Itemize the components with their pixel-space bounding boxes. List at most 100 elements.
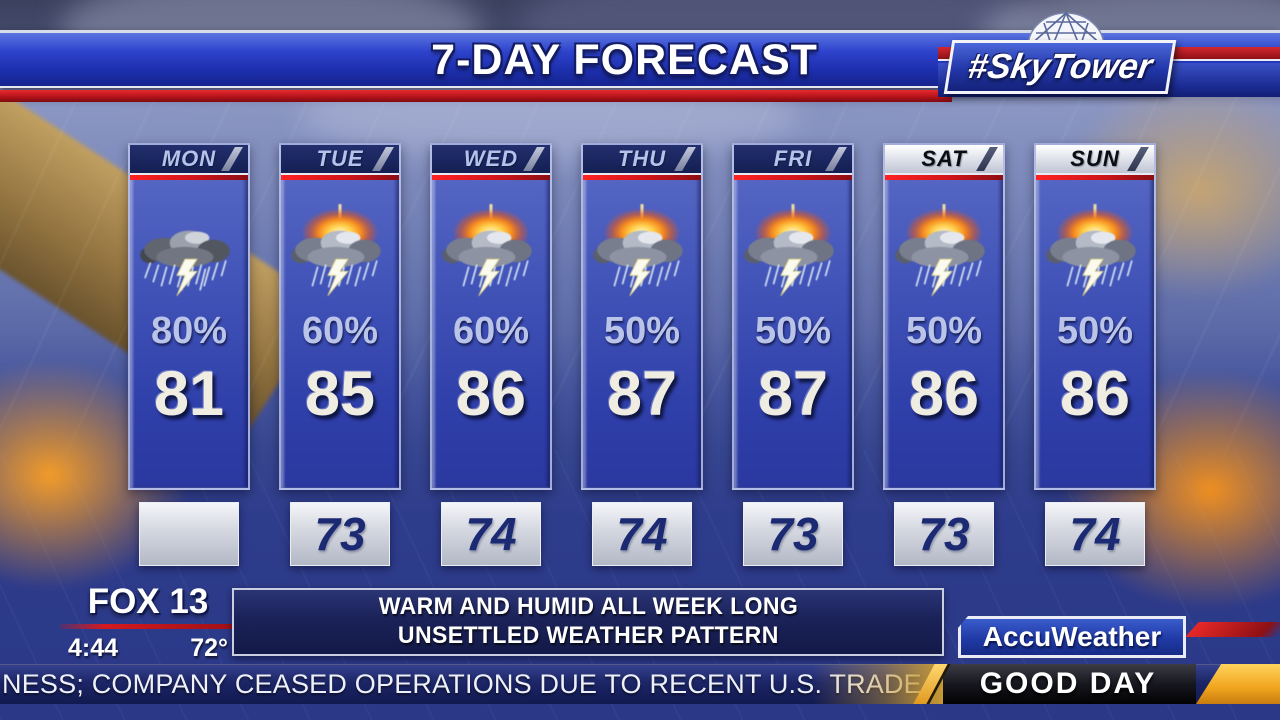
- low-temp: 74: [616, 508, 668, 560]
- forecast-day-wed: WED: [430, 143, 552, 566]
- day-label: WED: [463, 146, 519, 171]
- forecast-day-fri: FRI: [732, 143, 854, 566]
- day-body: 50% 86: [885, 180, 1003, 488]
- low-temp: 74: [1069, 508, 1121, 560]
- storm-rain-icon: [140, 230, 230, 297]
- low-temp-box: 73: [290, 502, 390, 566]
- forecast-message-box: WARM AND HUMID ALL WEEK LONG UNSETTLED W…: [232, 588, 944, 656]
- header-red-underline: [432, 173, 550, 180]
- low-temp: 73: [918, 508, 970, 560]
- day-body: 50% 86: [1036, 180, 1154, 488]
- forecast-day-mon: MON: [128, 143, 250, 566]
- station-bug: FOX 13 4:44 72°: [60, 582, 236, 663]
- high-temp: 87: [606, 359, 678, 429]
- precip-chance: 50%: [1056, 310, 1134, 352]
- skytower-logo-text: #SkyTower: [965, 47, 1155, 86]
- current-time: 4:44: [68, 634, 119, 662]
- weather-icon-wrap: [438, 192, 544, 310]
- accuweather-red-swoosh: [1185, 622, 1280, 637]
- show-branding: GOOD DAY: [813, 664, 1280, 704]
- day-label: THU: [617, 146, 667, 171]
- precip-chance: 80%: [150, 310, 228, 352]
- low-temp: 74: [465, 508, 517, 560]
- day-label: SUN: [1070, 146, 1120, 171]
- header-slash-decoration: [221, 147, 243, 171]
- forecast-day-slab: SUN: [1034, 143, 1156, 490]
- forecast-day-tue: TUE: [279, 143, 401, 566]
- header-slash-decoration: [372, 147, 394, 171]
- day-header: WED: [432, 145, 550, 173]
- forecast-day-slab: THU: [581, 143, 703, 490]
- sun-storm-rain-icon: [895, 204, 985, 297]
- forecast-message-line2: UNSETTLED WEATHER PATTERN: [397, 622, 779, 649]
- day-label: TUE: [316, 146, 364, 171]
- high-temp: 87: [757, 359, 829, 429]
- header-red-underline: [734, 173, 852, 180]
- skytower-dome-icon: [1027, 11, 1105, 48]
- forecast-day-slab: FRI: [732, 143, 854, 490]
- show-name-panel: GOOD DAY: [940, 664, 1196, 704]
- weather-icon-wrap: [740, 192, 846, 310]
- day-body: 50% 87: [583, 180, 701, 488]
- gold-wedge-decoration: [1196, 664, 1280, 704]
- low-temp-box: 73: [743, 502, 843, 566]
- forecast-day-slab: TUE: [279, 143, 401, 490]
- header-slash-decoration: [674, 147, 696, 171]
- sun-storm-rain-icon: [1046, 204, 1136, 297]
- sun-storm-rain-icon: [593, 204, 683, 297]
- high-temp: 86: [908, 359, 980, 429]
- day-header: FRI: [734, 145, 852, 173]
- station-red-line: [60, 624, 236, 629]
- weather-icon-wrap: [891, 192, 997, 310]
- weather-icon-wrap: [136, 192, 242, 310]
- header-slash-decoration: [825, 147, 847, 171]
- header-red-underline: [1036, 173, 1154, 180]
- day-header: TUE: [281, 145, 399, 173]
- low-temp: 73: [314, 508, 366, 560]
- forecast-message-line1: WARM AND HUMID ALL WEEK LONG: [378, 593, 798, 621]
- show-name: GOOD DAY: [979, 667, 1157, 700]
- forecast-columns: MON: [128, 143, 1156, 566]
- sun-storm-rain-icon: [291, 204, 381, 297]
- header-red-underline: [885, 173, 1003, 180]
- weather-icon-wrap: [589, 192, 695, 310]
- banner-red-stripe: [0, 90, 952, 102]
- day-header: SUN: [1036, 145, 1154, 173]
- sun-storm-rain-icon: [744, 204, 834, 297]
- low-temp: 73: [767, 508, 819, 560]
- accuweather-logo-text: AccuWeather: [982, 621, 1162, 652]
- header-red-underline: [583, 173, 701, 180]
- precip-chance: 60%: [301, 310, 379, 352]
- precip-chance: 60%: [452, 310, 530, 352]
- precip-chance: 50%: [754, 310, 832, 352]
- page-title: 7-DAY FORECAST: [431, 36, 818, 84]
- day-label: SAT: [921, 146, 967, 171]
- header-red-underline: [130, 173, 248, 180]
- day-body: 80% 81: [130, 180, 248, 488]
- time-temp-row: 4:44 72°: [60, 634, 236, 663]
- day-body: 60% 86: [432, 180, 550, 488]
- current-temperature: 72°: [190, 634, 228, 662]
- high-temp: 85: [304, 359, 376, 429]
- day-header: SAT: [885, 145, 1003, 173]
- low-temp-box: 73: [894, 502, 994, 566]
- day-header: THU: [583, 145, 701, 173]
- weather-icon-wrap: [287, 192, 393, 310]
- accuweather-logo: AccuWeather: [958, 616, 1186, 658]
- day-label: FRI: [773, 146, 813, 171]
- low-temp-box: 74: [1045, 502, 1145, 566]
- forecast-day-sun: SUN: [1034, 143, 1156, 566]
- header-slash-decoration: [1127, 147, 1149, 171]
- weather-icon-wrap: [1042, 192, 1148, 310]
- high-temp: 86: [1059, 359, 1131, 429]
- header-slash-decoration: [523, 147, 545, 171]
- header-slash-decoration: [976, 147, 998, 171]
- forecast-day-thu: THU: [581, 143, 703, 566]
- high-temp: 86: [455, 359, 527, 429]
- low-temp-box: [139, 502, 239, 566]
- high-temp: 81: [153, 359, 225, 429]
- forecast-day-sat: SAT: [883, 143, 1005, 566]
- precip-chance: 50%: [603, 310, 681, 352]
- forecast-day-slab: MON: [128, 143, 250, 490]
